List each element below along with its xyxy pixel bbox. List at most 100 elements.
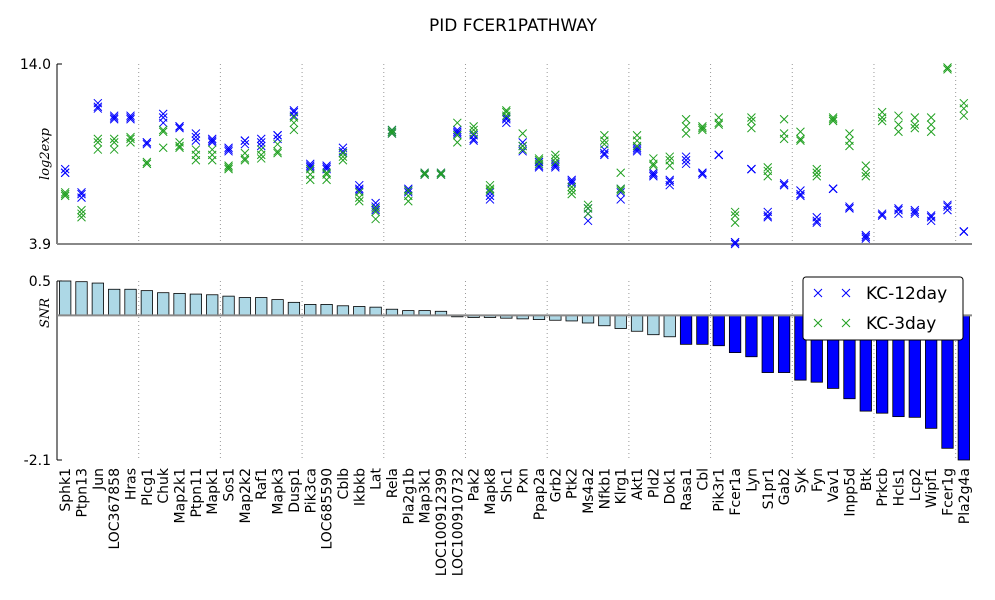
marker [567,189,577,199]
marker [158,109,168,119]
marker [142,138,152,147]
marker [469,122,479,131]
marker [583,200,593,210]
bar [696,315,709,345]
marker [240,155,250,165]
bar [663,315,676,338]
x-tick-label: Ptpn11 [189,468,205,518]
marker [828,114,838,124]
marker [224,146,233,156]
marker [665,161,675,170]
marker [550,150,560,160]
marker [207,134,217,144]
x-tick-label: Pak2 [467,468,483,501]
marker [877,211,887,220]
x-tick-label: Fcer1g [940,468,956,516]
marker [256,154,266,163]
x-tick-label: Jun [91,468,107,491]
marker [273,130,282,140]
marker [681,159,691,169]
x-tick-label: Dusp1 [287,468,303,513]
marker [224,163,233,172]
marker [747,164,756,174]
marker [845,204,854,213]
marker [60,187,70,197]
marker [175,122,184,131]
marker [256,138,266,147]
marker [796,136,805,145]
legend-marker [813,288,823,298]
marker [224,161,233,170]
marker [877,209,887,219]
marker [501,111,511,121]
marker [812,164,822,174]
marker [436,170,446,179]
marker [730,218,740,227]
marker [534,159,544,169]
legend-marker [841,288,851,298]
marker [60,164,70,174]
marker [845,129,854,138]
marker [600,139,609,149]
marker [861,161,871,170]
x-tick-label: Cblb [336,468,352,500]
bar [140,290,153,316]
bar [189,293,203,316]
marker [387,125,397,135]
marker [256,141,266,151]
marker [256,134,266,144]
x-tick-label: Pla2g1b [401,468,417,525]
marker [142,139,152,149]
marker [910,205,920,215]
marker [77,205,86,215]
marker [371,205,380,215]
legend-marker [841,318,851,328]
marker [452,138,462,147]
marker [747,113,756,122]
legend-marker [813,318,823,328]
x-tick-label: Pxn [516,468,532,494]
marker [861,234,871,244]
marker [289,125,299,135]
marker [632,141,642,151]
x-tick-label: Nfkb1 [597,468,613,509]
marker [109,111,119,121]
marker [828,184,838,194]
marker [649,168,658,178]
marker [452,129,462,138]
marker [910,113,920,122]
marker [452,130,462,140]
marker [207,155,217,165]
marker [861,168,871,178]
marker [812,218,822,227]
marker [109,113,119,122]
marker [616,186,626,195]
marker [943,205,952,215]
x-tick-label: LOC367858 [107,468,123,550]
marker [436,168,446,178]
marker [698,125,707,135]
marker [420,170,429,179]
marker [730,239,740,249]
x-tick-label: Klrg1 [614,468,630,504]
marker [452,118,462,128]
x-tick-label: Prkcb [875,468,891,507]
x-tick-label: LOC100910732 [450,468,466,576]
marker [485,187,495,197]
marker [501,107,511,117]
marker [567,182,577,192]
x-tick-label: Mapk8 [483,468,499,515]
marker [534,163,544,172]
marker [322,175,331,185]
marker [649,159,658,169]
marker [698,168,707,178]
marker [485,184,495,194]
marker [698,170,707,179]
marker [632,143,642,153]
marker [93,138,103,147]
marker [518,145,528,154]
x-tick-label: Lcp2 [908,468,924,501]
marker [894,127,903,137]
legend-box [802,276,964,341]
y-axis-label: SNR [38,298,53,328]
